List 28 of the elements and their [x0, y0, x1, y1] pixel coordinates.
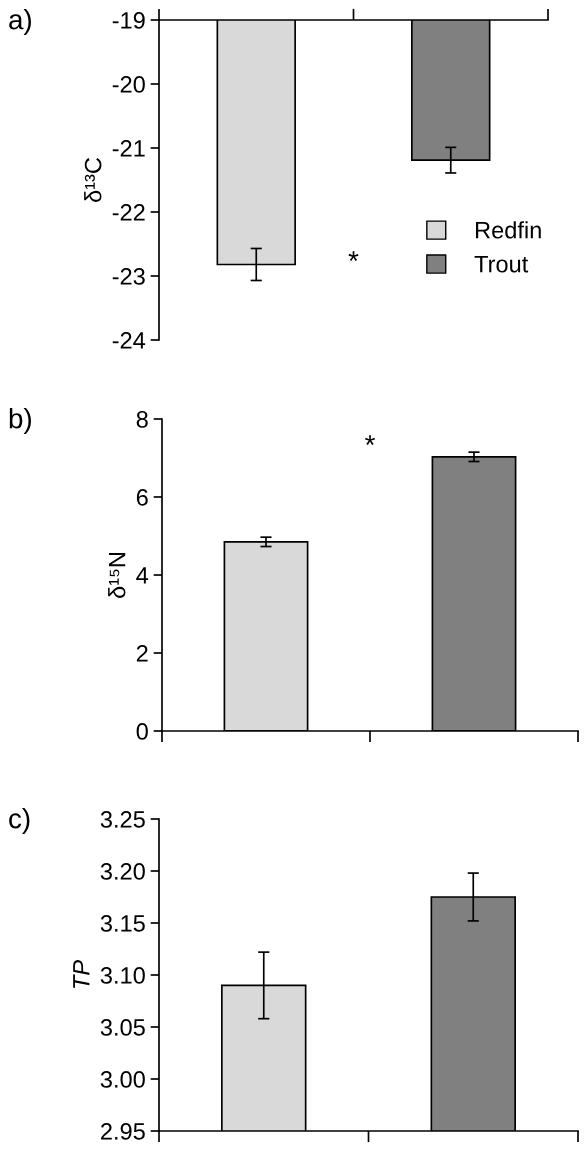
y-tick-label: 2: [136, 645, 148, 662]
chart-title: b): [9, 408, 31, 434]
y-axis-title: δ¹⁵N: [108, 553, 126, 598]
y-tick-label: 0: [136, 723, 148, 740]
chart-title: c): [9, 808, 30, 834]
annotation: *: [365, 435, 375, 445]
legend-label: Redfin: [476, 221, 541, 239]
annotation: *: [348, 251, 359, 262]
y-axis-title: TP: [73, 960, 90, 988]
y-tick-label: -19: [112, 12, 145, 29]
y-tick-label: 3.20: [100, 863, 145, 880]
y-tick-label: -22: [112, 204, 145, 221]
y-tick-label: 3.25: [100, 811, 145, 828]
y-tick-label: 4: [136, 567, 149, 584]
y-tick-label: -24: [112, 332, 146, 349]
y-tick-label: 8: [136, 411, 148, 428]
y-tick-label: 3.15: [100, 915, 145, 932]
y-tick-label: 2.95: [101, 1123, 145, 1140]
y-tick-label: 3.10: [100, 967, 145, 984]
chart-title: a): [9, 9, 31, 35]
y-tick-label: -20: [112, 76, 145, 93]
y-tick-label: 3.05: [100, 1019, 145, 1036]
legend-label: Trout: [474, 256, 529, 273]
y-tick-label: -23: [112, 268, 145, 285]
y-axis-title: δ¹³C: [84, 157, 102, 202]
y-tick-label: 6: [136, 489, 148, 506]
y-tick-label: 3.00: [100, 1071, 145, 1088]
y-tick-label: -21: [112, 140, 145, 157]
